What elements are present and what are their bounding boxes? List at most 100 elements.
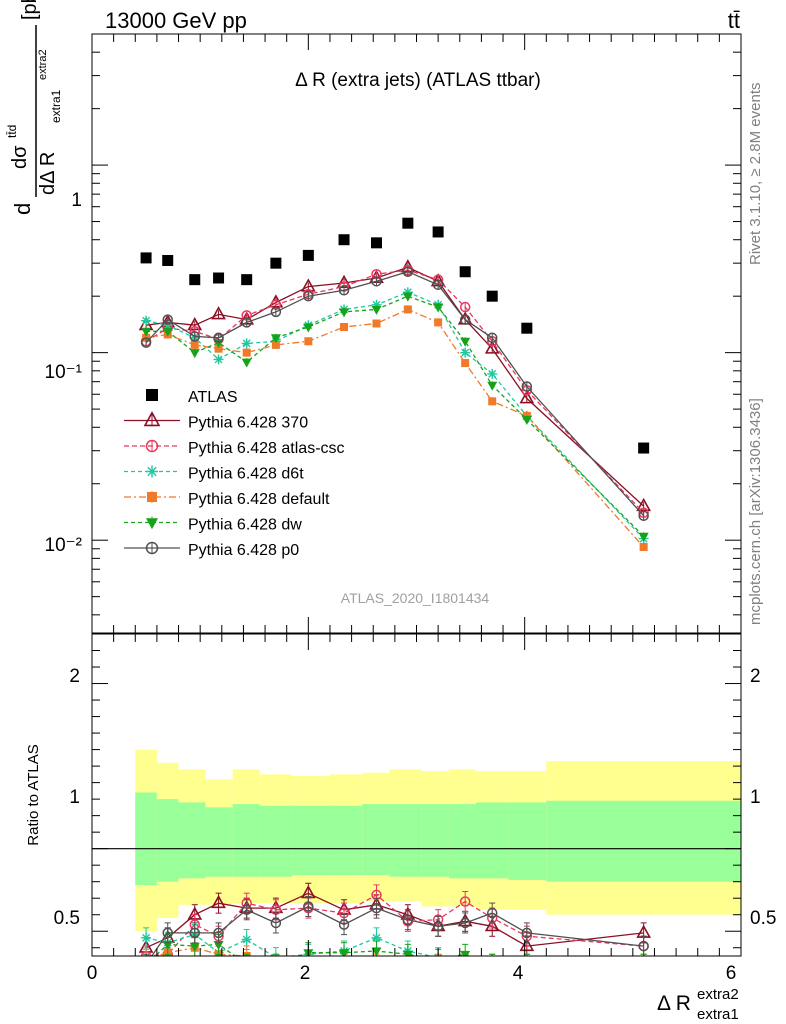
uncertainty-band-green: [232, 804, 260, 877]
legend-marker-atlas: [146, 389, 158, 401]
legend-marker-atlascsc: [145, 439, 159, 453]
atlas-data-point: [638, 442, 650, 454]
ytick-label-1e-2: 10⁻²: [45, 535, 83, 556]
ratio-point-p0: [638, 940, 649, 952]
ratio-point-dw: [141, 961, 151, 970]
ratio-point-dw: [522, 961, 532, 970]
atlas-data-point: [162, 254, 174, 266]
x-tick-labels: 0 2 4 6: [87, 963, 737, 984]
data-point-p370: [519, 390, 535, 404]
ylabel-unit: [pb]: [19, 0, 41, 20]
ratio-point-dw: [487, 961, 497, 970]
xtick-label-4: 4: [513, 963, 524, 984]
data-point-p370: [211, 306, 226, 320]
ratio-point-dw: [189, 942, 200, 952]
main-plot-ticks: [91, 33, 742, 633]
legend-entry-p0: Pythia 6.428 p0: [124, 541, 299, 559]
legend-marker-p0: [145, 541, 159, 555]
ytick-label-1: 1: [71, 190, 82, 211]
data-point-dw: [371, 305, 382, 315]
uncertainty-band-green: [156, 799, 179, 882]
ratio-point-p0: [338, 919, 350, 930]
data-point-dw: [339, 308, 350, 318]
ratio-y-tick-labels-right: 0.5 1 2: [750, 666, 776, 929]
legend-marker-d6t: [146, 465, 158, 478]
ratio-point-p370: [211, 894, 226, 909]
data-point-dw: [460, 337, 471, 347]
atlas-data-point: [370, 237, 382, 249]
data-point-p0: [162, 314, 173, 325]
data-point-d6t: [460, 347, 471, 358]
legend-entry-d6t: Pythia 6.428 d6t: [124, 465, 304, 483]
uncertainty-band-green: [292, 805, 330, 876]
ylabel-denominator-sub: extra1: [49, 89, 63, 123]
xtick-label-0: 0: [87, 963, 98, 984]
legend-marker-default: [147, 492, 157, 502]
data-point-dw: [270, 334, 281, 344]
data-point-p0: [303, 290, 314, 302]
legend-label-dw: Pythia 6.428 dw: [188, 517, 302, 534]
ratio-point-dw: [371, 947, 382, 956]
atlas-data-point: [241, 274, 253, 286]
main-plot-area: Δ R (extra jets) (ATLAS ttbar) ATLAS_202…: [5, 0, 742, 634]
ratio-ytick-label-1: 1: [69, 787, 80, 808]
ratio-point-d6t: [522, 959, 532, 969]
atlas-data-point: [213, 272, 225, 284]
uncertainty-band-green: [448, 804, 476, 879]
ratio-point-default: [272, 960, 280, 968]
data-point-d6t: [213, 354, 224, 365]
data-point-p0: [270, 306, 282, 318]
ratio-point-p0: [459, 917, 471, 929]
ratio-plot-marks: [92, 749, 741, 970]
ratio-point-default: [142, 955, 151, 956]
ratio-point-dw: [460, 950, 471, 956]
data-point-d6t: [162, 320, 173, 331]
ratio-point-default: [640, 960, 648, 968]
ratio-series-p0: [143, 895, 649, 956]
legend-entry-p370: Pythia 6.428 370: [124, 411, 308, 432]
data-point-p0: [432, 279, 444, 291]
ratio-ytick-label-0.5: 0.5: [54, 908, 80, 929]
data-point-default: [639, 542, 648, 551]
legend-marker-dw: [146, 518, 158, 530]
data-point-dw: [241, 358, 252, 368]
uncertainty-band-green: [178, 802, 206, 879]
ratio-y-axis-label: Ratio to ATLAS: [25, 744, 42, 845]
uncertainty-band-green: [259, 805, 293, 877]
legend-label-atlascsc: Pythia 6.428 atlas-csc: [188, 440, 345, 457]
legend: ATLAS Pythia 6.428 370 Pythia 6.428 atlas-…: [124, 389, 345, 559]
data-point-p0: [521, 381, 533, 392]
series-p0: [140, 266, 649, 521]
data-point-p0: [371, 276, 382, 287]
data-point-dw: [638, 532, 649, 542]
atlas-data-point: [302, 249, 314, 261]
ratio-point-default: [434, 960, 442, 968]
ratio-point-d6t: [460, 959, 470, 969]
xlabel-sup: extra2: [697, 986, 739, 1003]
ratio-ytick-label-2: 2: [69, 666, 80, 687]
ratio-point-p0: [486, 907, 498, 919]
series-dw: [141, 292, 649, 542]
data-point-d6t: [487, 368, 498, 379]
ratio-point-d6t: [371, 932, 382, 943]
xlabel-main: Δ R: [657, 992, 691, 1015]
data-point-default: [340, 322, 349, 331]
mcplots-label: mcplots.cern.ch [arXiv:1306.3436]: [747, 398, 764, 625]
atlas-data-point: [140, 252, 152, 264]
ratio-point-p0: [371, 902, 382, 914]
ratio-point-dw: [402, 950, 413, 956]
main-y-axis-label: d dσ tt̄d dΔ R extra1 extra2 [pb]: [5, 0, 63, 215]
uncertainty-band-green: [135, 792, 157, 885]
data-point-dw: [521, 416, 532, 426]
data-point-default: [242, 348, 251, 357]
data-point-default: [488, 397, 497, 406]
ratio-point-dw: [433, 955, 444, 956]
ratio-point-p0: [162, 927, 173, 939]
ylabel-numerator-sup: tt̄d: [5, 125, 19, 138]
data-point-default: [214, 344, 223, 353]
ratio-point-p0: [521, 927, 533, 939]
ratio-point-dw: [242, 961, 252, 970]
ratio-point-p370: [484, 918, 500, 932]
ratio-point-p0: [432, 921, 444, 932]
atlas-data-point: [270, 257, 282, 269]
